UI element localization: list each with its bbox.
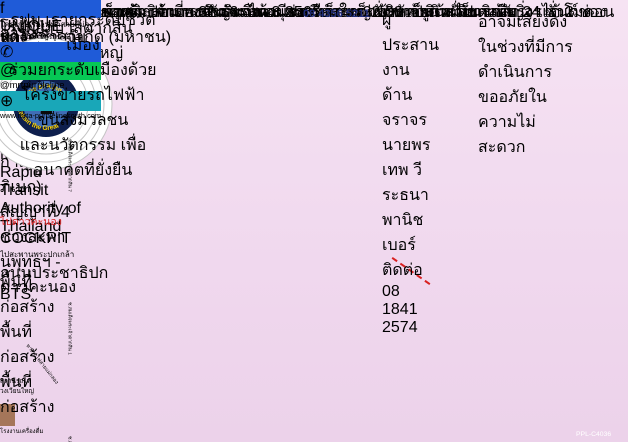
announcement-line1-suffix: ปิดเบี่ยงจราจรบนถนนสมเด็จพระเจ้าตากสิน ฝ… xyxy=(147,4,513,21)
facebook-name[interactable]: โครงการรถไฟฟ้าสายสีม่วง xyxy=(0,20,94,29)
factory-label: โรงงานเครื่องดื่ม xyxy=(0,429,44,435)
construction-zone-label: พื้นที่ก่อสร้าง xyxy=(0,324,55,366)
coordinator-phone[interactable]: เบอร์ติดต่อ 08 1841 2574 xyxy=(382,237,423,336)
mascot-code: PPL-C4036 xyxy=(576,431,612,438)
cockpit-shop-logo: COCKPIT xyxy=(0,230,139,248)
train-station-label-1: สถานีรถไฟ xyxy=(0,378,32,385)
taksin-road: พื้นที่ก่อสร้าง พื้นที่ก่อสร้าง พื้นที่ก… xyxy=(0,248,431,420)
phone-icon: ✆ xyxy=(0,42,102,62)
train-station-label-2: วงเวียนใหญ่ xyxy=(0,388,34,395)
line-app-icon: @ xyxy=(0,62,102,80)
noise-warning-line2: ขออภัยในความไม่สะดวก xyxy=(478,89,547,156)
line-id[interactable]: @mrtpurpleline xyxy=(0,80,65,91)
period-banner: ระหว่างวันที่ 1 พฤศจิกายน – 31 ธันวาคม 2… xyxy=(0,4,592,21)
factory-building-icon xyxy=(0,404,15,426)
soi6-label: ซ.สมเด็จพระเจ้าตากสิน 6 xyxy=(66,436,74,442)
facebook-sub[interactable]: ช่วงเตาปูน-ราษฎร์บูรณะ xyxy=(0,34,70,41)
footer-bar: รฟม.เรายกระดับชีวิตเมือง ร่วมยกระดับเมือ… xyxy=(0,0,573,336)
cockpit-text: COCKPIT xyxy=(0,230,72,247)
soi6-road xyxy=(0,436,12,442)
facebook-icon: f xyxy=(0,0,102,18)
project-subtitle-2: สัญญาที่ 4 ช่วงสะพานพุทธฯ - ดาวคะนอง xyxy=(0,204,77,296)
mascot-robot xyxy=(572,318,624,436)
hospital-label: โรงพยาบาลตากสิน xyxy=(0,20,133,37)
construction-zone-label: พื้นที่ก่อสร้าง xyxy=(0,274,55,316)
slogan-bold: รฟม.เรายกระดับชีวิตเมือง xyxy=(10,12,156,54)
lanes-info: โดยผู้ใช้ทางฝั่งขาเข้า สามารถสัญจรได้ 3 … xyxy=(0,4,607,46)
slogan-line3: และนวัตกรรม เพื่ออนาคตที่ยั่งยืน xyxy=(19,137,147,179)
closed-lane-zone xyxy=(0,248,52,270)
construction-zone: พื้นที่ก่อสร้าง xyxy=(0,270,76,320)
noise-warning-line1: อาจมีเสียงดังในช่วงที่มีการดำเนินการ xyxy=(478,14,573,81)
prajadhipok-label: ถนนประชาธิปก xyxy=(0,265,109,282)
to-daokanong-label: ไปดาวคะนอง xyxy=(0,216,62,228)
globe-icon: ⊕ xyxy=(0,91,102,111)
unique-logo-text: UNIQUE xyxy=(0,18,63,35)
announcement-line2: บริเวณซอยสมเด็จพระเจ้าตากสิน 6 ถึง อนุสา… xyxy=(0,4,478,21)
coordinator-block: ผู้ประสานงานด้านจราจร นายพรเทพ วีระธนาพา… xyxy=(382,8,439,337)
soi1-label: ซ.สมเด็จพระเจ้าตากสิน 1 xyxy=(66,302,72,355)
website-url[interactable]: www.mrta-purplelinesouth.com xyxy=(0,111,102,120)
slogan-line2: ร่วมยกระดับเมืองด้วยโครงข่ายรถไฟฟ้าขนส่ง… xyxy=(9,62,157,129)
to-bridge-label: ไปสะพานพระปกเกล้า xyxy=(0,250,75,259)
noise-warning: อาจมีเสียงดังในช่วงที่มีการดำเนินการ ขออ… xyxy=(478,10,578,160)
construction-zone: พื้นที่ก่อสร้าง xyxy=(0,320,83,370)
slogan-block: รฟม.เรายกระดับชีวิตเมือง ร่วมยกระดับเมือ… xyxy=(8,8,158,183)
construction-zone: พื้นที่ก่อสร้าง xyxy=(0,370,65,420)
coordinator-name: นายพรเทพ วีระธนาพานิช xyxy=(382,137,431,229)
bts-station-icon-2: BTS xyxy=(0,286,32,303)
construction-zone-label: พื้นที่ก่อสร้าง xyxy=(0,374,55,416)
coordinator-title: ผู้ประสานงานด้านจราจร xyxy=(382,12,440,129)
phone-number[interactable]: 08 4356 5211 xyxy=(303,8,370,20)
